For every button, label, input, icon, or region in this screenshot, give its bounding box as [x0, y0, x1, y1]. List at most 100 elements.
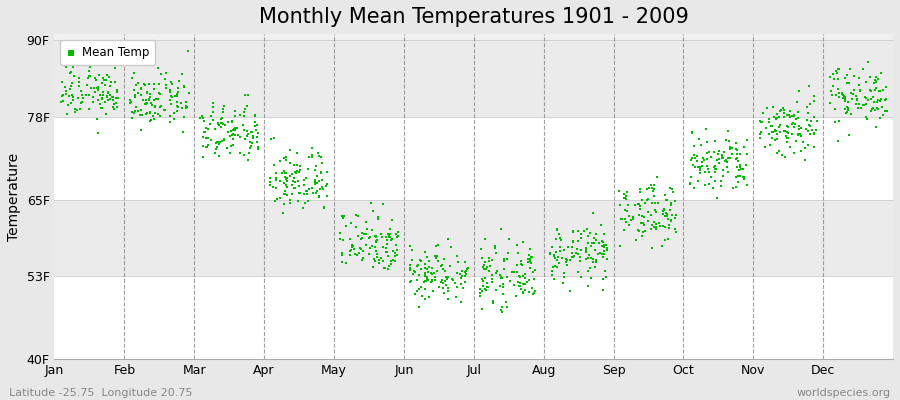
Mean Temp [695, 159, 709, 165]
Mean Temp [310, 150, 325, 156]
Mean Temp [832, 117, 846, 124]
Mean Temp [408, 269, 422, 276]
Mean Temp [860, 101, 874, 108]
Mean Temp [297, 200, 311, 206]
Mean Temp [632, 228, 646, 234]
Mean Temp [876, 87, 890, 94]
Mean Temp [867, 80, 881, 87]
Mean Temp [770, 114, 784, 121]
Mean Temp [646, 186, 661, 192]
Mean Temp [687, 184, 701, 191]
Mean Temp [388, 253, 402, 260]
Mean Temp [797, 145, 812, 151]
Mean Temp [478, 266, 492, 272]
Mean Temp [663, 202, 678, 208]
Mean Temp [868, 74, 883, 80]
Mean Temp [581, 254, 596, 261]
Mean Temp [842, 80, 856, 86]
Mean Temp [312, 186, 327, 192]
Mean Temp [791, 123, 806, 129]
Mean Temp [665, 212, 680, 218]
Mean Temp [99, 76, 113, 83]
Mean Temp [154, 71, 168, 78]
Mean Temp [658, 236, 672, 243]
Mean Temp [686, 162, 700, 168]
Mean Temp [516, 281, 530, 287]
Mean Temp [369, 239, 383, 246]
Mean Temp [619, 219, 634, 225]
Mean Temp [785, 121, 799, 127]
Mean Temp [500, 274, 514, 281]
Mean Temp [590, 250, 605, 257]
Mean Temp [199, 125, 213, 131]
Mean Temp [224, 128, 238, 134]
Mean Temp [280, 174, 294, 181]
Mean Temp [64, 82, 78, 89]
Mean Temp [762, 130, 777, 137]
Mean Temp [82, 73, 96, 80]
Mean Temp [873, 115, 887, 122]
Mean Temp [107, 78, 122, 85]
Mean Temp [370, 237, 384, 244]
Mean Temp [459, 270, 473, 277]
Mean Temp [649, 226, 663, 232]
Mean Temp [461, 265, 475, 272]
Mean Temp [333, 230, 347, 236]
Mean Temp [225, 117, 239, 124]
Mean Temp [287, 185, 302, 192]
Mean Temp [458, 278, 473, 285]
Mean Temp [171, 84, 185, 91]
Mean Temp [511, 279, 526, 285]
Mean Temp [418, 265, 432, 272]
Mean Temp [616, 191, 631, 197]
Mean Temp [567, 252, 581, 259]
Mean Temp [778, 128, 792, 134]
Mean Temp [799, 126, 814, 132]
Mean Temp [419, 274, 434, 281]
Mean Temp [338, 260, 353, 267]
Mean Temp [215, 120, 230, 126]
Mean Temp [157, 106, 171, 113]
Mean Temp [284, 173, 298, 179]
Mean Temp [276, 168, 291, 175]
Mean Temp [320, 169, 334, 176]
Mean Temp [753, 118, 768, 124]
Mean Temp [99, 94, 113, 100]
Mean Temp [82, 68, 96, 74]
Mean Temp [310, 172, 325, 179]
Mean Temp [483, 262, 498, 269]
Mean Temp [309, 180, 323, 187]
Mean Temp [381, 253, 395, 260]
Mean Temp [135, 112, 149, 119]
Mean Temp [315, 184, 329, 190]
Mean Temp [103, 83, 117, 90]
Mean Temp [166, 116, 181, 122]
Mean Temp [716, 152, 730, 158]
Mean Temp [834, 91, 849, 97]
Mean Temp [238, 109, 252, 115]
Mean Temp [489, 286, 503, 293]
Mean Temp [734, 173, 748, 179]
Mean Temp [496, 284, 510, 290]
Mean Temp [780, 123, 795, 129]
Mean Temp [794, 125, 808, 132]
Mean Temp [381, 231, 395, 237]
Mean Temp [292, 163, 307, 169]
Mean Temp [100, 93, 114, 100]
Mean Temp [872, 88, 886, 94]
Mean Temp [475, 283, 490, 290]
Mean Temp [291, 198, 305, 204]
Mean Temp [738, 162, 752, 168]
Mean Temp [564, 250, 579, 257]
Mean Temp [543, 250, 557, 256]
Mean Temp [801, 128, 815, 134]
Mean Temp [522, 256, 536, 262]
Mean Temp [878, 97, 892, 103]
Mean Temp [275, 210, 290, 216]
Mean Temp [645, 245, 660, 252]
Mean Temp [789, 138, 804, 144]
Mean Temp [213, 120, 228, 126]
Mean Temp [349, 212, 364, 218]
Mean Temp [785, 131, 799, 137]
Mean Temp [734, 166, 748, 172]
